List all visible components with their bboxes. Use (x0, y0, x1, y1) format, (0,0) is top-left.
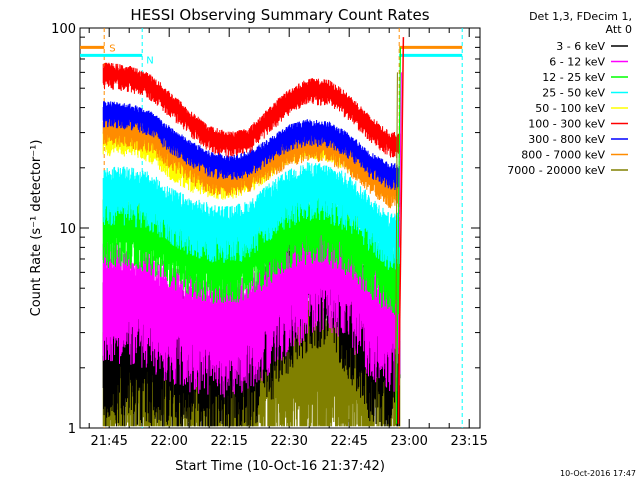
x-tick-label: 22:30 (270, 434, 307, 449)
night-label: N (146, 55, 153, 66)
x-tick-label: 23:00 (390, 434, 427, 449)
spike-line (394, 72, 398, 424)
x-tick-label: 22:15 (210, 434, 247, 449)
x-tick-label: 23:15 (450, 434, 487, 449)
y-tick-label: 10 (59, 222, 76, 237)
series-300-800-kev (102, 101, 401, 191)
chart-title: HESSI Observing Summary Count Rates (130, 6, 429, 24)
spike-line (398, 72, 402, 248)
legend-entry: 7000 - 20000 keV (507, 164, 605, 177)
series-25-50-kev (102, 162, 401, 270)
legend-entry: 300 - 800 keV (528, 133, 605, 146)
spike-line (397, 37, 405, 424)
footer-timestamp: 10-Oct-2016 17:47 (560, 469, 636, 478)
legend-entry: 6 - 12 keV (549, 56, 605, 69)
legend-entry: 25 - 50 keV (542, 87, 605, 100)
y-tick-label: 100 (51, 22, 76, 37)
x-tick-label: 22:00 (150, 434, 187, 449)
legend-header: Att 0 (606, 23, 632, 36)
series-100-300-kev (102, 62, 401, 159)
plot-layer: 1 10 100 21:45 22:00 22:15 22:30 22:45 23:00 23:1… (51, 22, 488, 449)
x-axis-label: Start Time (10-Oct-16 21:37:42) (175, 459, 385, 474)
spike-line (395, 47, 401, 424)
y-tick-label: 1 (68, 422, 76, 437)
legend-entry: 100 - 300 keV (528, 118, 605, 131)
y-axis-label: Count Rate (s⁻¹ detector⁻¹) (29, 140, 44, 317)
x-tick-label: 22:45 (330, 434, 367, 449)
legend-entry: 3 - 6 keV (556, 40, 605, 53)
legend: Det 1,3, FDecim 1,Att 03 - 6 keV 6 - 12 k… (507, 10, 632, 177)
legend-entry: 800 - 7000 keV (521, 149, 605, 162)
saa-label: S (109, 43, 115, 54)
legend-header: Det 1,3, FDecim 1, (529, 10, 632, 23)
legend-entry: 12 - 25 keV (542, 71, 605, 84)
legend-entry: 50 - 100 keV (535, 102, 605, 115)
x-tick-label: 21:45 (90, 434, 127, 449)
